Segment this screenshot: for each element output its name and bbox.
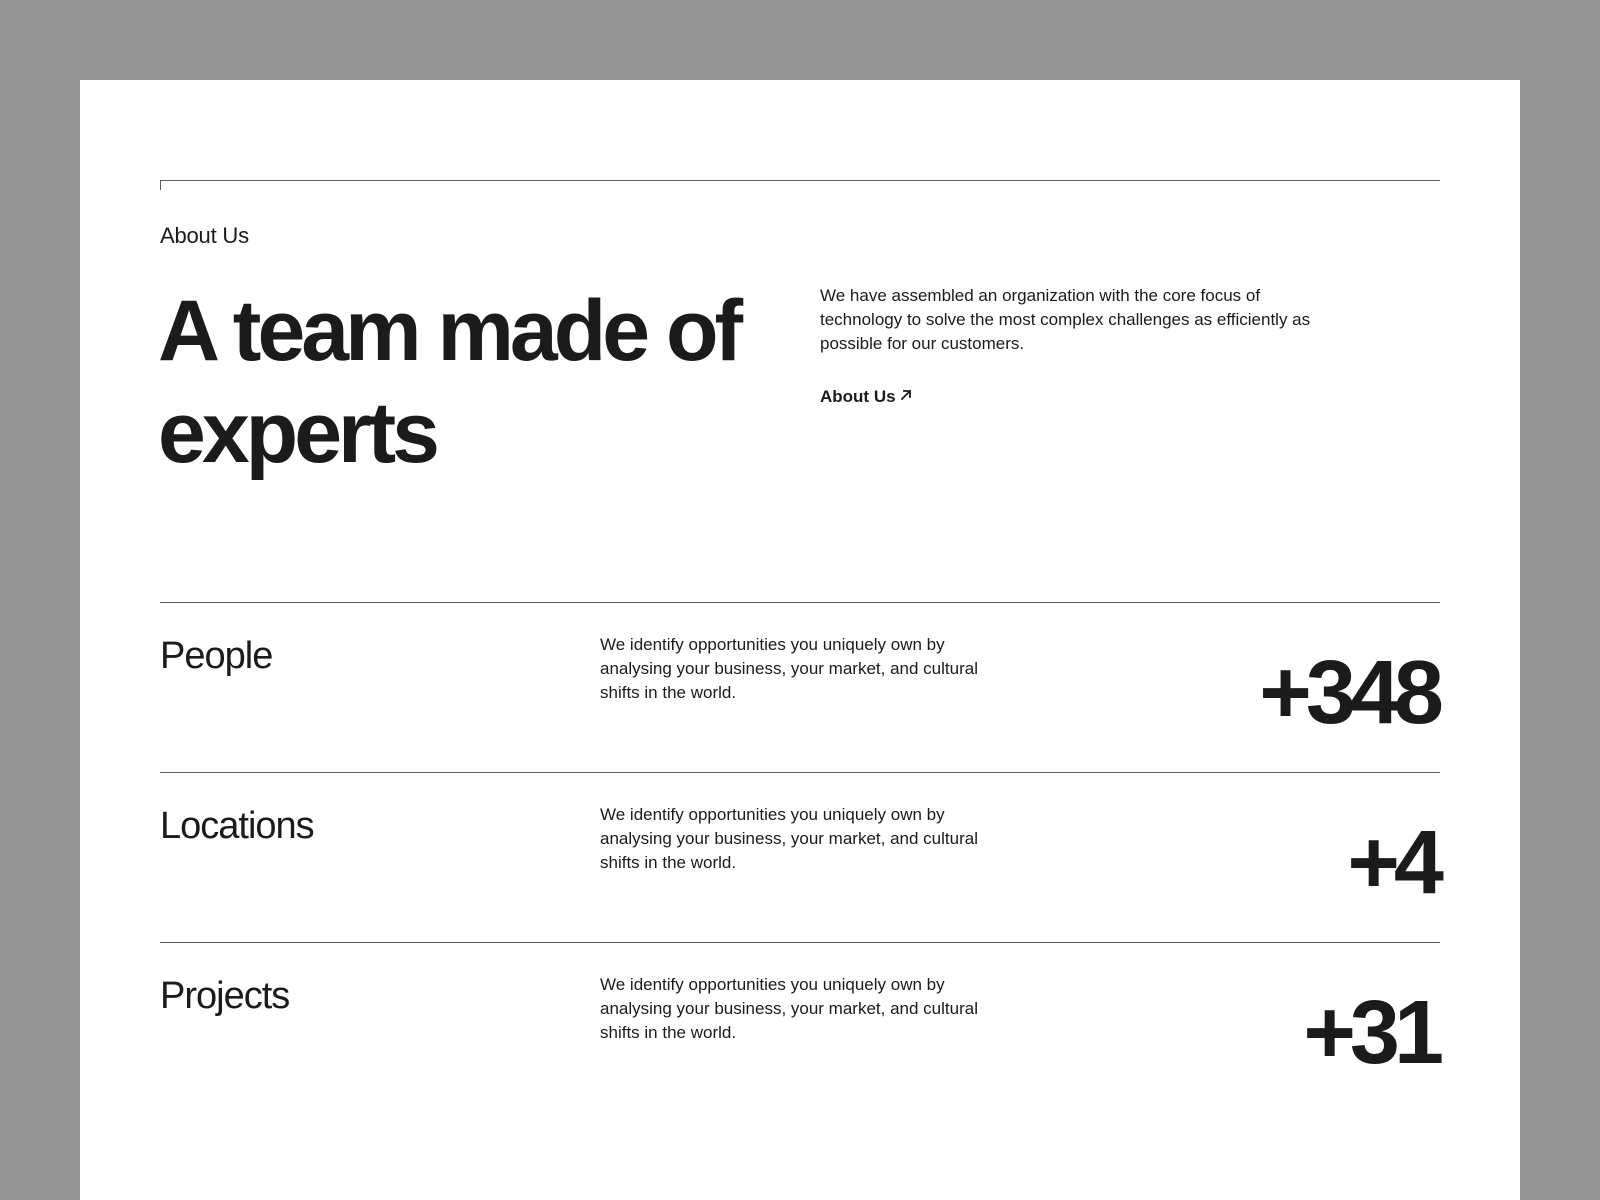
stat-label: Locations (160, 805, 315, 847)
top-divider (160, 180, 1440, 181)
stat-value: +4 (1347, 813, 1444, 913)
stat-value: +31 (1303, 983, 1444, 1083)
stat-description: We identify opportunities you uniquely o… (600, 805, 978, 872)
page-canvas: About Us A team made of experts We have … (80, 80, 1520, 1200)
stat-row-projects: Projects We identify opportunities you u… (160, 942, 1444, 1113)
top-divider-tick (160, 180, 161, 190)
stat-label: People (160, 635, 273, 677)
arrow-up-right-icon (900, 389, 911, 401)
stat-label: Projects (160, 975, 290, 1017)
section-eyebrow: About Us (160, 223, 249, 248)
stat-description: We identify opportunities you uniquely o… (600, 635, 978, 702)
intro-text: We have assembled an organization with t… (820, 286, 1311, 353)
stat-row-people: People We identify opportunities you uni… (160, 602, 1444, 773)
page-title: A team made of experts (158, 283, 743, 481)
about-us-link-label: About Us (820, 387, 896, 406)
stat-value: +348 (1259, 643, 1444, 743)
stat-row-locations: Locations We identify opportunities you … (160, 772, 1444, 943)
stat-description: We identify opportunities you uniquely o… (600, 975, 978, 1042)
about-us-link[interactable]: About Us (820, 386, 912, 408)
